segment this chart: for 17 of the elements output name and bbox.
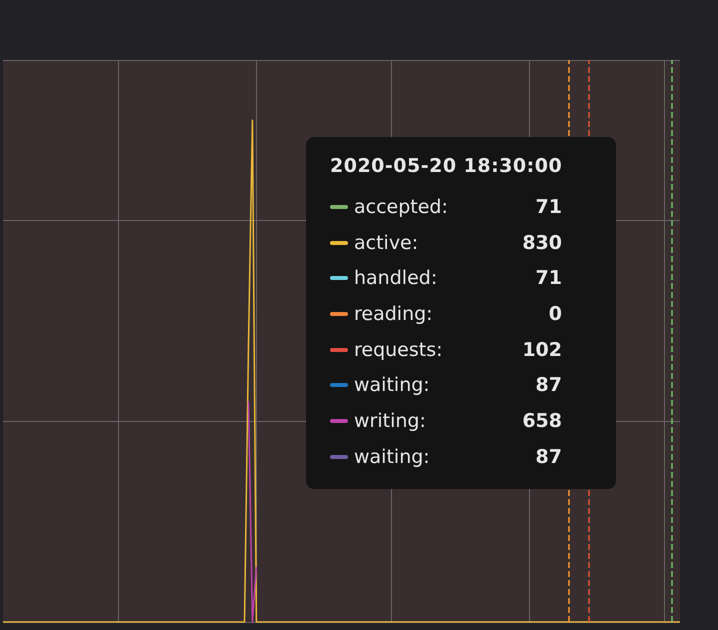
annotation: 0 bbox=[548, 302, 562, 325]
annotation: 71 bbox=[534, 267, 562, 290]
legend-label: accepted: bbox=[354, 196, 449, 218]
legend-label: waiting: bbox=[354, 446, 431, 468]
annotation: 87 bbox=[534, 374, 562, 396]
legend-label: reading: bbox=[354, 302, 434, 325]
annotation: 71 bbox=[534, 196, 562, 218]
legend-label: requests: bbox=[354, 338, 444, 361]
legend-label: waiting: bbox=[354, 374, 431, 396]
legend-label: writing: bbox=[354, 410, 427, 432]
legend-label: active: bbox=[354, 232, 420, 254]
annotation: 830 bbox=[521, 232, 562, 254]
annotation: 2020-05-20 18:30:00 bbox=[330, 155, 564, 177]
annotation: 102 bbox=[521, 338, 562, 361]
annotation: 87 bbox=[534, 446, 562, 468]
legend-label: handled: bbox=[354, 267, 438, 290]
annotation: 658 bbox=[521, 410, 562, 432]
